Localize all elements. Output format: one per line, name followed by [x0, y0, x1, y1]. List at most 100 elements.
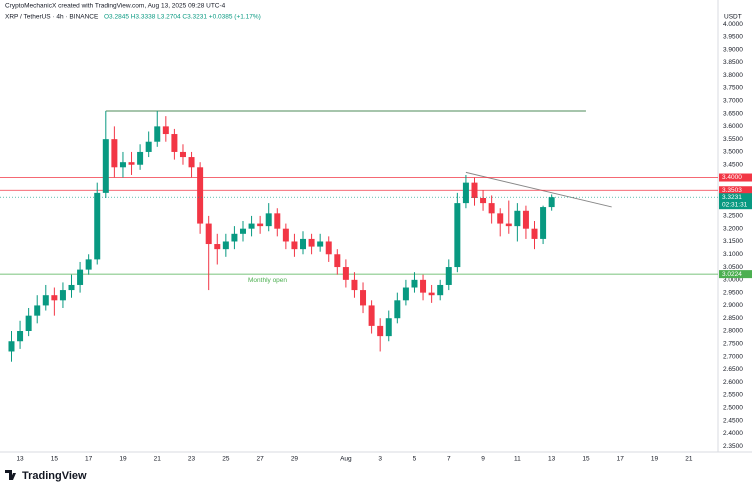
candle-body [394, 300, 401, 319]
price-box-label: 3.3231 [722, 194, 742, 201]
y-tick-label: 3.0500 [723, 264, 743, 271]
y-tick-label: 3.7000 [723, 98, 743, 105]
candle-body [222, 241, 229, 250]
candle-body [34, 305, 41, 316]
y-tick-label: 2.8000 [723, 328, 743, 335]
y-tick-label: 3.7500 [723, 85, 743, 92]
y-tick-label: 3.8000 [723, 72, 743, 79]
credit: CryptoMechanicX created with TradingView… [5, 3, 226, 10]
x-tick-label: 5 [413, 456, 417, 463]
candle-body [51, 295, 58, 301]
trend-line [465, 171, 612, 208]
candle-body [402, 287, 409, 301]
price-box [719, 193, 752, 210]
candle-body [162, 126, 169, 135]
candle-body [462, 182, 469, 204]
y-tick-label: 3.2000 [723, 225, 743, 232]
y-tick-label: 2.5500 [723, 392, 743, 399]
x-tick-label: 19 [119, 456, 127, 463]
candle-body [368, 305, 375, 326]
candle-body [77, 269, 84, 285]
candle-body [300, 238, 307, 250]
candle-body [179, 151, 186, 158]
y-tick-label: 2.6000 [723, 379, 743, 386]
candle-body [334, 254, 341, 268]
candle-body [548, 197, 555, 208]
candle-body [119, 162, 126, 168]
y-tick-label: 3.5000 [723, 149, 743, 156]
y-tick-label: 3.5500 [723, 136, 743, 143]
candle-body [445, 267, 452, 285]
y-tick-label: 2.7000 [723, 353, 743, 360]
candle-body [377, 325, 384, 337]
candle-body [197, 167, 204, 224]
candle-body [145, 141, 152, 152]
y-tick-label: 2.3500 [723, 443, 743, 450]
logo: TradingView [22, 470, 87, 482]
candle-body [325, 241, 332, 255]
candle-body [351, 279, 358, 291]
candle-body [488, 203, 495, 214]
y-tick-label: 3.0000 [723, 277, 743, 284]
y-tick-label: 3.6000 [723, 123, 743, 130]
candle-body [17, 331, 24, 342]
x-tick-label: 9 [481, 456, 485, 463]
price-box-label: 3.3503 [722, 187, 742, 194]
price-box [719, 173, 752, 182]
currency: USDT [724, 14, 742, 21]
price-box-label: 3.4000 [722, 174, 742, 181]
y-tick-label: 3.6500 [723, 110, 743, 117]
logo-icon [5, 470, 16, 480]
x-tick-label: 3 [378, 456, 382, 463]
candle-body [454, 203, 461, 268]
x-tick-label: 13 [548, 456, 556, 463]
candle-body [411, 279, 418, 288]
y-tick-label: 2.7500 [723, 341, 743, 348]
level-note: Monthly open [248, 277, 287, 284]
candle-body [514, 210, 521, 227]
candle-body [85, 259, 92, 270]
candle-body [540, 207, 547, 239]
x-tick-label: Aug [340, 456, 352, 463]
candle-body [282, 228, 289, 242]
y-tick-label: 3.2500 [723, 213, 743, 220]
y-tick-label: 3.1000 [723, 251, 743, 258]
candle-body [25, 315, 32, 332]
symbol: XRP / TetherUS · 4h · BINANCE [5, 14, 99, 21]
y-tick-label: 3.8500 [723, 59, 743, 66]
candle-body [471, 182, 478, 198]
x-tick-label: 23 [188, 456, 196, 463]
candle-body [531, 228, 538, 239]
y-tick-label: 2.4500 [723, 417, 743, 424]
x-tick-label: 17 [85, 456, 93, 463]
candle-body [505, 223, 512, 227]
candle-body [317, 241, 324, 247]
ohlc: O3.2845 H3.3338 L3.2704 C3.3231 +0.0385 … [104, 14, 261, 21]
price-box [719, 270, 752, 279]
x-tick-label: 27 [257, 456, 265, 463]
candle-body [437, 284, 444, 296]
candle-body [522, 210, 529, 229]
y-tick-label: 3.9500 [723, 34, 743, 41]
candle-body [480, 197, 487, 204]
y-tick-label: 3.9000 [723, 46, 743, 53]
price-box-label: 3.0224 [722, 271, 742, 278]
x-tick-label: 21 [685, 456, 693, 463]
y-tick-label: 2.4000 [723, 430, 743, 437]
x-tick-label: 7 [447, 456, 451, 463]
y-tick-label: 2.6500 [723, 366, 743, 373]
candle-body [248, 223, 255, 229]
x-tick-label: 25 [222, 456, 230, 463]
candle-body [214, 244, 221, 250]
x-tick-label: 15 [51, 456, 59, 463]
candle-body [94, 192, 101, 260]
price-box [719, 186, 752, 195]
y-tick-label: 3.1500 [723, 238, 743, 245]
candle-body [257, 223, 264, 227]
y-tick-label: 2.9500 [723, 289, 743, 296]
candle-body [205, 223, 212, 245]
candle-body [497, 213, 504, 224]
x-tick-label: 19 [651, 456, 659, 463]
